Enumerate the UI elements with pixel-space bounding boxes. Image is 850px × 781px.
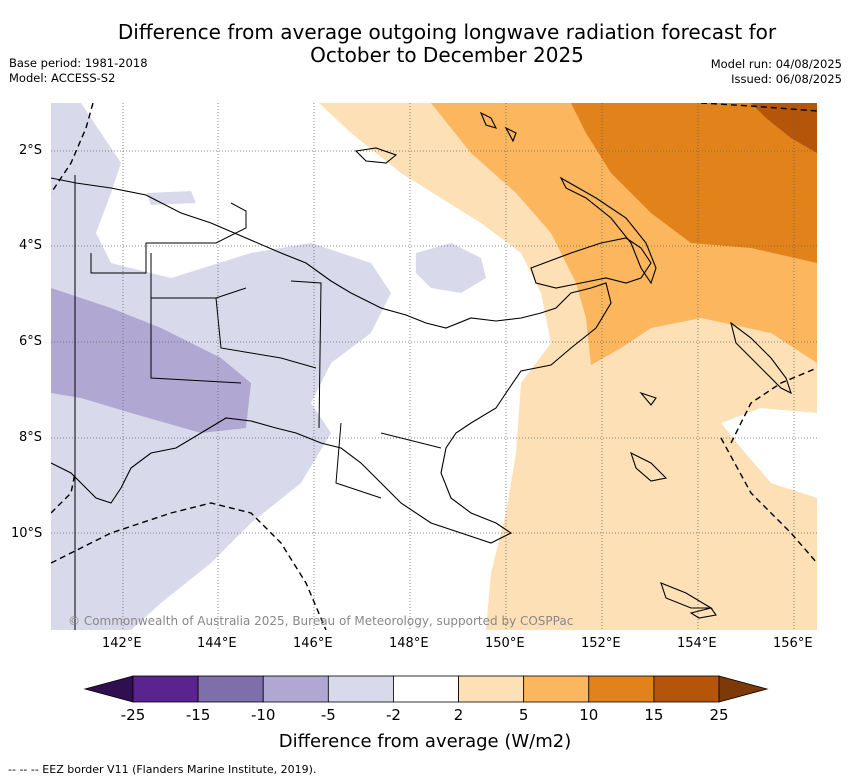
- colorbar-tick-label: 5: [518, 706, 529, 724]
- colorbar-tick-label: 2: [453, 706, 464, 724]
- anomaly-positive-max: [751, 103, 817, 153]
- new-britain-coastline: [530, 237, 652, 289]
- borders: [74, 175, 442, 630]
- bougainville-coastline: [730, 321, 792, 395]
- map-area: © Commonwealth of Australia 2025, Bureau…: [51, 103, 817, 630]
- map-title-line1: Difference from average outgoing longwav…: [117, 20, 777, 44]
- new-guinea-coastline: [51, 177, 612, 544]
- northwest-province-border: [90, 202, 247, 274]
- islands-coastline: [479, 111, 717, 619]
- province-borders: [150, 253, 442, 499]
- base-period-text: Base period: 1981-2018: [9, 56, 148, 70]
- colorbar-segment: [197, 675, 264, 703]
- colorbar-segment: [458, 675, 525, 703]
- lat-label-10s: 10°S: [11, 526, 43, 541]
- copyright-text: © Commonwealth of Australia 2025, Bureau…: [68, 614, 574, 628]
- colorbar-segment: [132, 675, 199, 703]
- eez-border-southwest: [51, 472, 76, 514]
- solomon-coastline-1: [630, 451, 668, 482]
- colorbar-segment: [327, 675, 394, 703]
- anomaly-negative-light-3: [147, 191, 196, 205]
- lat-label-8s: 8°S: [19, 430, 43, 445]
- lat-label-4s: 4°S: [19, 238, 43, 253]
- colorbar-extend-max: [718, 675, 769, 703]
- lon-label-144e: 144°E: [197, 636, 237, 651]
- model-run-text: Model run: 04/08/2025: [710, 57, 842, 71]
- colorbar-tick-label: 25: [709, 706, 729, 724]
- coastlines: [51, 111, 792, 619]
- colorbar-segment: [588, 675, 655, 703]
- colorbar-segment: [393, 675, 459, 703]
- colorbar-segment: [262, 675, 329, 703]
- colorbar-tick-label: -10: [250, 706, 276, 724]
- colorbar-tick-label: -2: [385, 706, 401, 724]
- eez-border-southeast: [720, 367, 817, 564]
- lat-label-2s: 2°S: [19, 143, 43, 158]
- anomaly-negative-light-2: [416, 243, 486, 293]
- map-title-line2: October to December 2025: [310, 43, 584, 67]
- colorbar-tick-label: -15: [185, 706, 211, 724]
- meta-left: Base period: 1981-2018 Model: ACCESS-S2: [9, 56, 148, 86]
- lat-label-6s: 6°S: [19, 334, 43, 349]
- map-svg: [51, 103, 817, 630]
- solomon-coastline-2: [660, 582, 713, 609]
- lon-label-150e: 150°E: [485, 636, 525, 651]
- eez-footnote: -- -- -- EEZ border V11 (Flanders Marine…: [8, 763, 317, 776]
- colorbar-segment: [523, 675, 590, 703]
- eez-border-east: [700, 103, 817, 112]
- meta-right: Model run: 04/08/2025 Issued: 06/08/2025: [711, 57, 842, 87]
- lon-label-148e: 148°E: [389, 636, 429, 651]
- issued-text: Issued: 06/08/2025: [731, 72, 842, 86]
- model-text: Model: ACCESS-S2: [9, 71, 116, 85]
- lon-label-152e: 152°E: [581, 636, 621, 651]
- colorbar-tick-label: -25: [120, 706, 146, 724]
- eez-border-south: [51, 502, 327, 630]
- lon-label-142e: 142°E: [102, 636, 142, 651]
- eez-border-west: [51, 103, 94, 194]
- colorbar-tick-label: 15: [644, 706, 664, 724]
- lon-label-156e: 156°E: [773, 636, 813, 651]
- colorbar-tick-label: -5: [320, 706, 336, 724]
- lon-label-146e: 146°E: [293, 636, 333, 651]
- colorbar-title: Difference from average (W/m2): [278, 731, 572, 752]
- anomaly-positive-strong: [571, 103, 817, 263]
- lon-label-154e: 154°E: [677, 636, 717, 651]
- anomaly-neutral-patch: [721, 408, 817, 498]
- colorbar-tick-label: 10: [579, 706, 599, 724]
- colorbar-extend-min: [83, 675, 134, 703]
- manus-coastline: [354, 147, 398, 164]
- new-ireland-coastline: [559, 176, 657, 285]
- colorbar-segment: [653, 675, 720, 703]
- eez-borders: [51, 103, 817, 630]
